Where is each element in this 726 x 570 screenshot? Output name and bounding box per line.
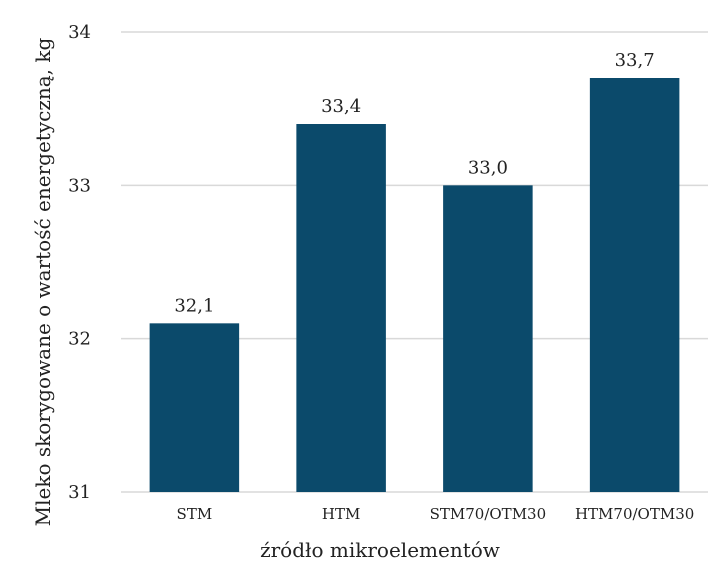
- bar-stm70-otm30: [443, 185, 533, 493]
- x-tick-label: STM: [177, 505, 213, 523]
- x-axis-title: źródło mikroelementów: [260, 538, 500, 562]
- bar-htm70-otm30: [589, 78, 680, 492]
- y-axis-title: Mleko skorygowane o wartość energetyczną…: [31, 37, 55, 526]
- bar-stm: [149, 323, 240, 492]
- x-tick-label: HTM: [322, 505, 360, 523]
- data-label: 33,7: [615, 50, 655, 71]
- x-tick-label: STM70/OTM30: [430, 505, 547, 523]
- data-label: 33,0: [468, 157, 508, 178]
- data-labels: 32,1 33,4 33,0 33,7: [174, 50, 654, 316]
- y-tick-label: 33: [68, 175, 91, 196]
- data-label: 32,1: [174, 295, 214, 316]
- y-tick-labels: 31 32 33 34: [68, 22, 91, 503]
- data-label: 33,4: [321, 96, 361, 117]
- y-tick-label: 31: [68, 482, 91, 503]
- y-tick-label: 34: [68, 22, 91, 43]
- bar-htm: [296, 124, 386, 492]
- x-tick-label: HTM70/OTM30: [575, 505, 694, 523]
- y-tick-label: 32: [68, 329, 91, 350]
- bars: [149, 78, 680, 493]
- x-tick-labels: STM HTM STM70/OTM30 HTM70/OTM30: [177, 505, 695, 523]
